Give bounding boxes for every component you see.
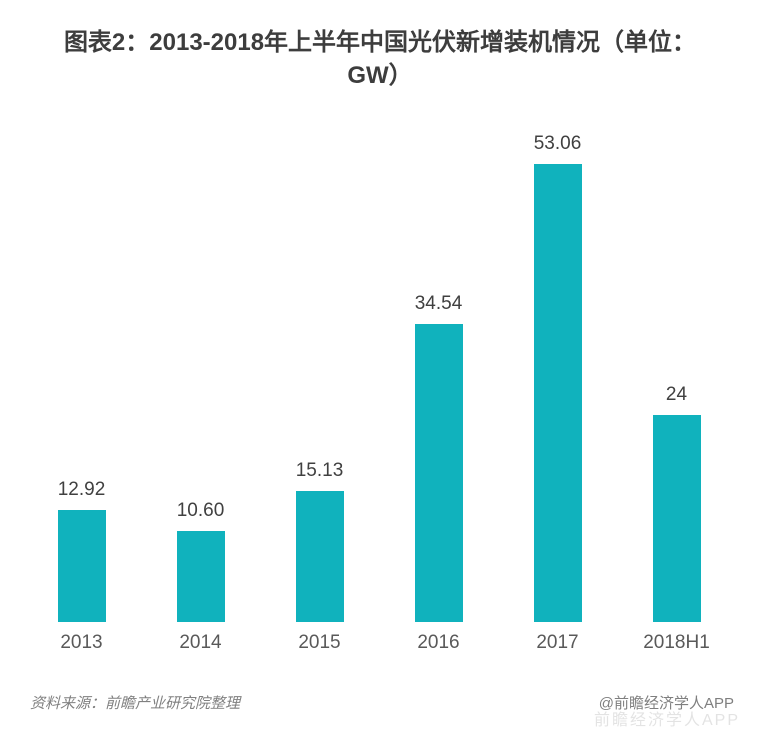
value-label-2017: 53.06	[533, 133, 582, 154]
x-axis-label-2013: 2013	[60, 632, 103, 653]
x-axis-label-2016: 2016	[417, 632, 460, 653]
bar-2013	[57, 510, 106, 622]
bar-2018H1	[652, 415, 701, 622]
bar-zone-2016: 34.54	[379, 110, 498, 622]
bar-zone-2015: 15.13	[260, 110, 379, 622]
value-label-2018H1: 24	[665, 384, 688, 405]
bar-2016	[414, 324, 463, 622]
bar-zone-2017: 53.06	[498, 110, 617, 622]
bar-zone-2013: 12.92	[22, 110, 141, 622]
value-label-2015: 15.13	[295, 460, 344, 481]
chart-title: 图表2：2013-2018年上半年中国光伏新增装机情况（单位： GW）	[30, 26, 730, 92]
bar-zone-2018H1: 24	[617, 110, 736, 622]
bar-zone-2014: 10.60	[141, 110, 260, 622]
x-axis-label-2014: 2014	[179, 632, 222, 653]
x-axis-label-2017: 2017	[536, 632, 579, 653]
bar-2015	[295, 491, 344, 622]
bar-column-2016: 34.54 2016	[379, 110, 498, 654]
footer-credit-text: @前瞻经济学人APP	[598, 695, 734, 712]
bar-2014	[176, 531, 225, 622]
x-axis-label-2018H1: 2018H1	[643, 632, 710, 653]
bar-column-2014: 10.60 2014	[141, 110, 260, 654]
bar-column-2018H1: 24 2018H1	[617, 110, 736, 654]
bar-column-2013: 12.92 2013	[22, 110, 141, 654]
bar-2017	[533, 164, 582, 622]
plot-area: 12.92 2013 10.60 2014 15.13 2015 34.54 2016 53.0…	[22, 110, 736, 654]
value-label-2014: 10.60	[176, 500, 225, 521]
value-label-2016: 34.54	[414, 293, 463, 314]
bar-column-2017: 53.06 2017	[498, 110, 617, 654]
value-label-2013: 12.92	[57, 479, 106, 500]
x-axis-label-2015: 2015	[298, 632, 341, 653]
footer-source-text: 资料来源：前瞻产业研究院整理	[30, 695, 241, 712]
chart-title-line2: GW）	[347, 62, 413, 89]
chart-title-line1: 图表2：2013-2018年上半年中国光伏新增装机情况（单位：	[63, 29, 697, 56]
bar-column-2015: 15.13 2015	[260, 110, 379, 654]
